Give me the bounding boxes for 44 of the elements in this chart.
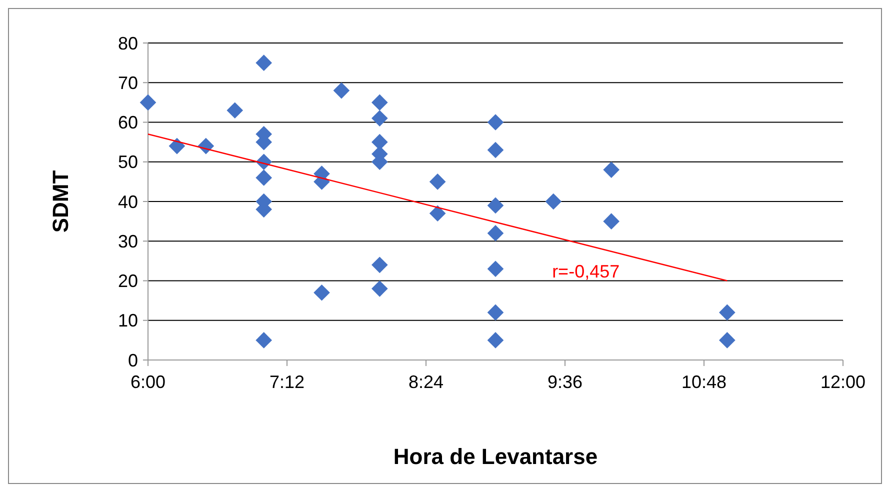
point bbox=[226, 102, 244, 119]
y-tick-label: 30 bbox=[118, 231, 138, 252]
point bbox=[545, 193, 562, 210]
point bbox=[487, 114, 504, 130]
y-tick-label: 40 bbox=[118, 192, 138, 212]
x-tick-label: 7:12 bbox=[269, 372, 305, 392]
point bbox=[372, 110, 388, 126]
x-tick-label: 8:24 bbox=[408, 372, 444, 392]
y-tick-label: 20 bbox=[118, 271, 138, 292]
point bbox=[372, 256, 388, 274]
x-tick-label: 12:00 bbox=[820, 372, 866, 392]
point bbox=[487, 197, 504, 214]
point bbox=[487, 332, 504, 348]
y-tick-label: 50 bbox=[118, 152, 138, 172]
point bbox=[487, 142, 504, 158]
point bbox=[256, 332, 272, 348]
y-axis-title: SDMT bbox=[48, 170, 73, 233]
point bbox=[719, 304, 736, 321]
point bbox=[256, 170, 272, 186]
x-axis-title: Hora de Levantarse bbox=[393, 444, 598, 469]
point bbox=[372, 94, 388, 111]
y-tick-label: 0 bbox=[128, 350, 138, 370]
y-tick-label: 60 bbox=[118, 112, 138, 133]
point bbox=[487, 225, 504, 242]
point bbox=[429, 174, 446, 190]
point bbox=[487, 260, 504, 278]
point bbox=[603, 213, 620, 230]
x-tick-label: 10:48 bbox=[681, 372, 727, 392]
point bbox=[314, 284, 330, 301]
point bbox=[429, 205, 446, 222]
y-tick-label: 10 bbox=[118, 310, 138, 331]
y-tick-label: 80 bbox=[118, 33, 138, 54]
x-tick-label: 9:36 bbox=[547, 372, 583, 392]
y-tick-label: 70 bbox=[118, 72, 138, 93]
point bbox=[372, 280, 388, 297]
point bbox=[140, 94, 156, 111]
point bbox=[256, 54, 272, 71]
point bbox=[168, 138, 186, 154]
point bbox=[719, 332, 736, 348]
point bbox=[333, 82, 350, 99]
annotation: r=-0,457 bbox=[552, 262, 620, 282]
point bbox=[603, 162, 620, 178]
x-tick-label: 6:00 bbox=[130, 372, 166, 392]
point bbox=[487, 304, 504, 321]
